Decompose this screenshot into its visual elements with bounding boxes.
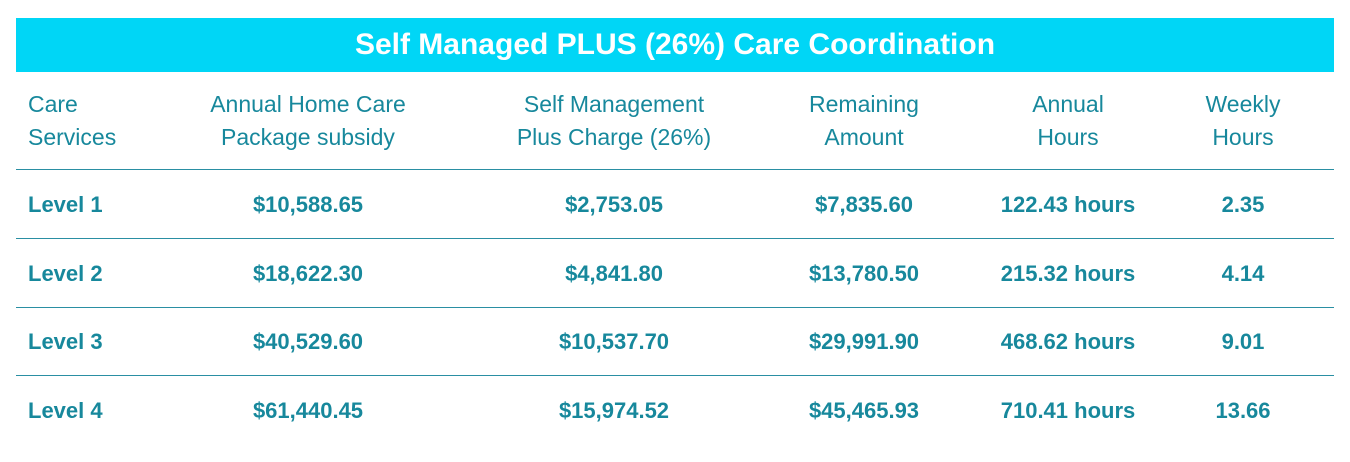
table-cell: $61,440.45 <box>252 397 364 423</box>
table-cell: Level 2 <box>28 260 103 286</box>
table-cell: $13,780.50 <box>808 260 920 286</box>
title-bar: Self Managed PLUS (26%) Care Coordinatio… <box>16 18 1334 72</box>
table-cell: 4.14 <box>1221 260 1265 286</box>
row-divider <box>16 169 1334 170</box>
table-cell: $2,753.05 <box>565 192 663 217</box>
header-cell: Hours <box>1212 124 1274 150</box>
table-cell: Level 3 <box>28 329 103 354</box>
table-cell: 468.62 hours <box>1000 329 1136 354</box>
table-cell: 215.32 hours <box>1000 260 1136 286</box>
table-cell: 9.01 <box>1221 329 1265 354</box>
header-cell: Plus Charge (26%) <box>516 124 712 150</box>
header-cell: Remaining <box>809 91 919 117</box>
table-cell: 2.35 <box>1221 192 1265 217</box>
row-divider <box>16 307 1334 308</box>
header-cell: Care <box>28 91 78 117</box>
table-cell: $10,588.65 <box>252 192 364 217</box>
table-cell: $45,465.93 <box>808 397 920 423</box>
table-cell: 710.41 hours <box>1000 397 1136 423</box>
table-cell: 13.66 <box>1215 397 1271 423</box>
header-cell: Hours <box>1037 124 1099 150</box>
table-cell: Level 4 <box>28 397 103 423</box>
title: Self Managed PLUS (26%) Care Coordinatio… <box>354 28 996 61</box>
row-divider <box>16 375 1334 376</box>
table-cell: $4,841.80 <box>565 260 663 286</box>
row-divider <box>16 238 1334 239</box>
table-cell: $29,991.90 <box>808 329 920 354</box>
header-cell: Annual Home Care <box>210 91 406 117</box>
table-cell: $10,537.70 <box>558 329 670 354</box>
header-cell: Amount <box>824 124 904 150</box>
header-cell: Services <box>28 124 117 150</box>
table-cell: $18,622.30 <box>252 260 364 286</box>
table-cell: $40,529.60 <box>252 329 364 354</box>
header-cell: Self Management <box>523 91 705 117</box>
table-cell: Level 1 <box>28 192 103 217</box>
header-cell: Weekly <box>1205 91 1281 117</box>
table-cell: $7,835.60 <box>815 192 913 217</box>
header-cell: Package subsidy <box>221 124 395 150</box>
table-cell: 122.43 hours <box>1000 192 1136 217</box>
table-cell: $15,974.52 <box>558 397 670 423</box>
header-cell: Annual <box>1032 91 1104 117</box>
